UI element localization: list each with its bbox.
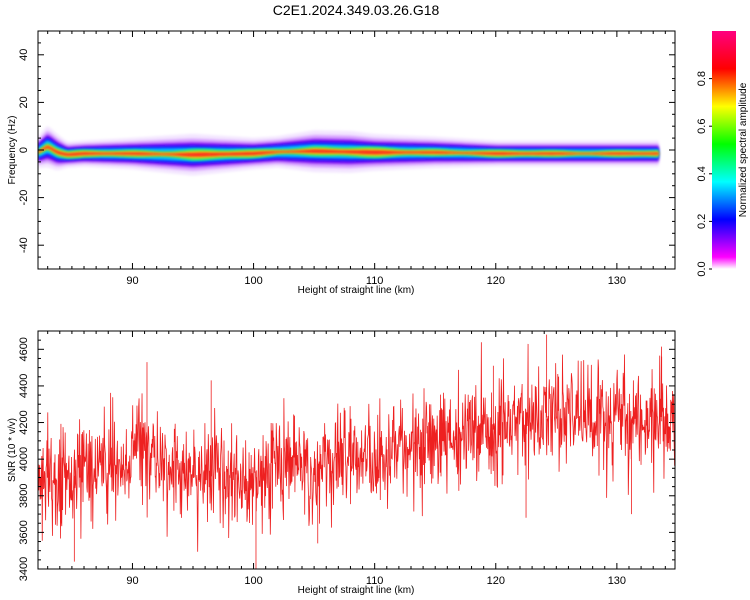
- spectrogram-ticks: 90 100 110 120 130 -40 -20 0 20 40: [18, 30, 675, 287]
- y-tick-label: 3600: [18, 520, 30, 544]
- spectrogram-y-axis-label: Frequency (Hz): [7, 116, 18, 185]
- x-tick-label: 130: [608, 575, 626, 587]
- colorbar-tick-label: 0.8: [696, 71, 708, 86]
- colorbar-tick-label: 0.0: [696, 261, 708, 276]
- colorbar-gradient: [712, 31, 736, 269]
- spectrogram-heatmap: [38, 126, 659, 176]
- y-tick-label: 40: [18, 49, 30, 61]
- snr-series-line: [38, 334, 675, 569]
- snr-ticks: 90 100 110 120 130 3400 3600 3800 4000 4200 4400 46…: [18, 330, 675, 587]
- x-tick-label: 110: [366, 575, 384, 587]
- x-tick-label: 130: [608, 275, 626, 287]
- colorbar-ticks: 0.0 0.2 0.4 0.6 0.8: [696, 71, 712, 277]
- x-tick-label: 100: [244, 275, 262, 287]
- snr-frame: [37, 330, 676, 570]
- colorbar-label: Normalized spectral amplitude: [738, 82, 749, 217]
- figure-title: C2E1.2024.349.03.26.G18: [273, 2, 440, 18]
- x-tick-label: 100: [244, 575, 262, 587]
- y-tick-label: 3400: [18, 557, 30, 581]
- y-tick-label: 4200: [18, 410, 30, 434]
- colorbar: 0.0 0.2 0.4 0.6 0.8 Normalized spectral ampl…: [696, 31, 749, 277]
- snr-x-axis-label: Height of straight line (km): [298, 585, 415, 596]
- spectrogram-ridge-band: [38, 145, 659, 157]
- y-tick-label: 20: [18, 96, 30, 108]
- y-tick-label: 4000: [18, 447, 30, 471]
- y-tick-label: -20: [18, 190, 30, 206]
- x-tick-label: 120: [487, 275, 505, 287]
- snr-y-axis-label: SNR (10 * v/v): [7, 418, 18, 482]
- snr-panel: 90 100 110 120 130 3400 3600 3800 4000 4200 4400 46…: [7, 330, 676, 596]
- y-tick-label: 4600: [18, 337, 30, 361]
- y-tick-label: 3800: [18, 484, 30, 508]
- colorbar-tick-label: 0.2: [696, 214, 708, 229]
- x-tick-label: 90: [126, 575, 138, 587]
- colorbar-tick-label: 0.6: [696, 119, 708, 134]
- y-tick-label: 0: [18, 147, 30, 153]
- x-tick-label: 120: [487, 575, 505, 587]
- colorbar-tick-label: 0.4: [696, 166, 708, 181]
- y-tick-label: -40: [18, 237, 30, 253]
- spectrogram-panel: 90 100 110 120 130 -40 -20 0 20 40 Height of stra…: [7, 30, 676, 296]
- x-tick-label: 90: [126, 275, 138, 287]
- y-tick-label: 4400: [18, 374, 30, 398]
- x-tick-label: 110: [366, 275, 384, 287]
- spectrogram-x-axis-label: Height of straight line (km): [298, 285, 415, 296]
- spectrogram-frame: [37, 30, 676, 270]
